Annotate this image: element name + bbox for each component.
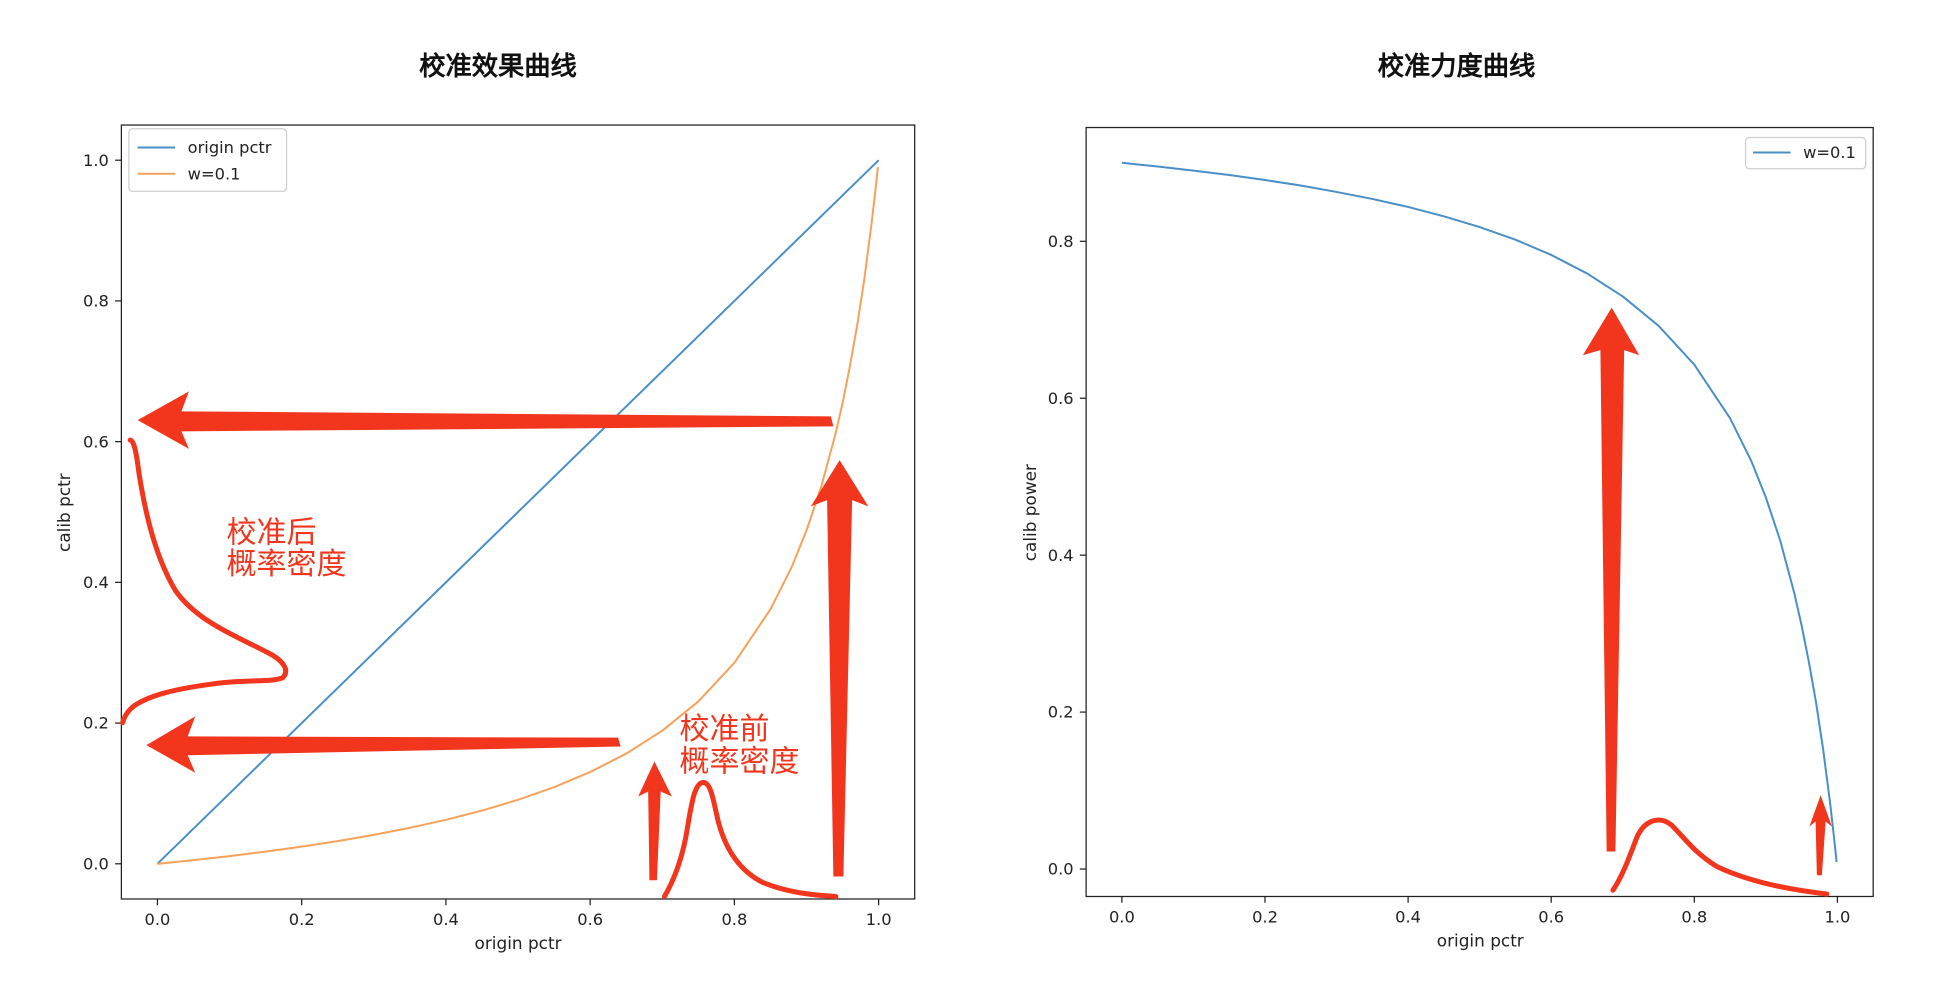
chart-2-y-axis-label: calib power <box>1020 464 1040 561</box>
chart-2-x-tick-label-1: 0.2 <box>1252 908 1278 927</box>
arrow-large-up-pointing <box>810 460 869 877</box>
chart-1-marks: 0.0 0.2 0.4 0.6 0.8 1.0 0.0 0.2 0.4 0.6 0.8 1.0 <box>83 151 892 929</box>
chart-2-x-tick-label-2: 0.4 <box>1395 908 1421 927</box>
arrow-small-up-pointing <box>638 761 672 881</box>
chart-1-legend: origin pctr w=0.1 <box>128 128 288 192</box>
chart-2-legend-label-w: w=0.1 <box>1803 143 1856 162</box>
arrow-small-up-pointing-right-chart <box>1809 795 1832 876</box>
density-curve-before-calibration <box>661 780 839 899</box>
annotation-before-line-2: 概率密度 <box>679 744 799 779</box>
chart-2-legend: w=0.1 <box>1744 136 1867 170</box>
chart-1-y-tick-label-4: 0.8 <box>83 292 109 311</box>
chart-1-x-tick-label-4: 0.8 <box>721 910 747 929</box>
chart-1-y-tick-label-3: 0.6 <box>83 432 109 451</box>
chart-1-y-tick-label-2: 0.4 <box>83 573 109 592</box>
chart-1-y-tick-label-0: 0.0 <box>83 854 109 873</box>
chart-1-y-tick-label-1: 0.2 <box>83 714 109 733</box>
chart-1-y-tick-label-5: 1.0 <box>83 151 109 170</box>
chart-1-annotations: 校准后 概率密度 校准前 概率密度 <box>120 391 869 899</box>
chart-2-legend-box <box>1744 136 1867 170</box>
chart-1-x-tick-label-5: 1.0 <box>866 910 892 929</box>
density-curve-after-calibration <box>120 437 289 726</box>
chart-1-legend-label-origin-pctr: origin pctr <box>188 138 272 157</box>
annotation-after-line-2: 概率密度 <box>226 547 346 582</box>
chart-2-y-tick-label-3: 0.6 <box>1048 389 1074 408</box>
chart-2-x-tick-label-4: 0.8 <box>1681 908 1707 927</box>
chart-2-plot-frame <box>1085 126 1874 898</box>
chart-1-plot-frame <box>120 124 916 900</box>
chart-2-x-tick-label-3: 0.6 <box>1538 908 1564 927</box>
arrow-upper-left-pointing <box>137 391 834 449</box>
chart-2-title: 校准力度曲线 <box>1378 51 1536 82</box>
chart-2-y-tick-label-0: 0.0 <box>1048 860 1074 879</box>
chart-2-y-tick-label-4: 0.8 <box>1048 232 1074 251</box>
chart-2-series-line-w-0-1 <box>1121 161 1838 863</box>
chart-1-x-axis-label: origin pctr <box>475 933 562 953</box>
chart-1-series-line-w-0-1 <box>157 167 879 865</box>
chart-1-x-tick-label-0: 0.0 <box>145 910 171 929</box>
chart-2: 校准力度曲线 0.0 0.2 0.4 0.6 0.8 1.0 0.0 0.2 0.4 0.6 0.8… <box>1020 51 1874 950</box>
chart-2-y-tick-label-2: 0.4 <box>1048 546 1074 565</box>
chart-2-x-tick-label-5: 1.0 <box>1824 908 1850 927</box>
chart-2-annotations <box>1582 307 1832 897</box>
annotation-after-line-1: 校准后 <box>226 516 316 551</box>
chart-1: 校准效果曲线 0.0 0.2 0.4 0.6 0.8 1.0 0.0 0.2 0.4 0.6 0.8… <box>54 51 916 953</box>
chart-1-x-tick-label-3: 0.6 <box>577 910 603 929</box>
chart-1-x-tick-label-2: 0.4 <box>433 910 459 929</box>
chart-2-x-axis-label: origin pctr <box>1437 930 1524 950</box>
chart-2-x-tick-label-0: 0.0 <box>1109 908 1135 927</box>
arrow-lower-left-pointing <box>146 716 621 773</box>
chart-1-legend-label-w: w=0.1 <box>188 164 241 183</box>
arrow-large-up-pointing-right-chart <box>1582 307 1640 852</box>
annotation-before-line-1: 校准前 <box>679 712 769 747</box>
density-curve-right-chart <box>1610 817 1830 897</box>
chart-2-y-tick-label-1: 0.2 <box>1048 703 1074 722</box>
chart-1-legend-box <box>128 128 288 192</box>
chart-2-marks: 0.0 0.2 0.4 0.6 0.8 1.0 0.0 0.2 0.4 0.6 0.8 <box>1048 161 1850 927</box>
chart-1-title: 校准效果曲线 <box>419 51 577 82</box>
chart-1-y-axis-label: calib pctr <box>54 473 74 552</box>
chart-1-x-tick-label-1: 0.2 <box>289 910 315 929</box>
